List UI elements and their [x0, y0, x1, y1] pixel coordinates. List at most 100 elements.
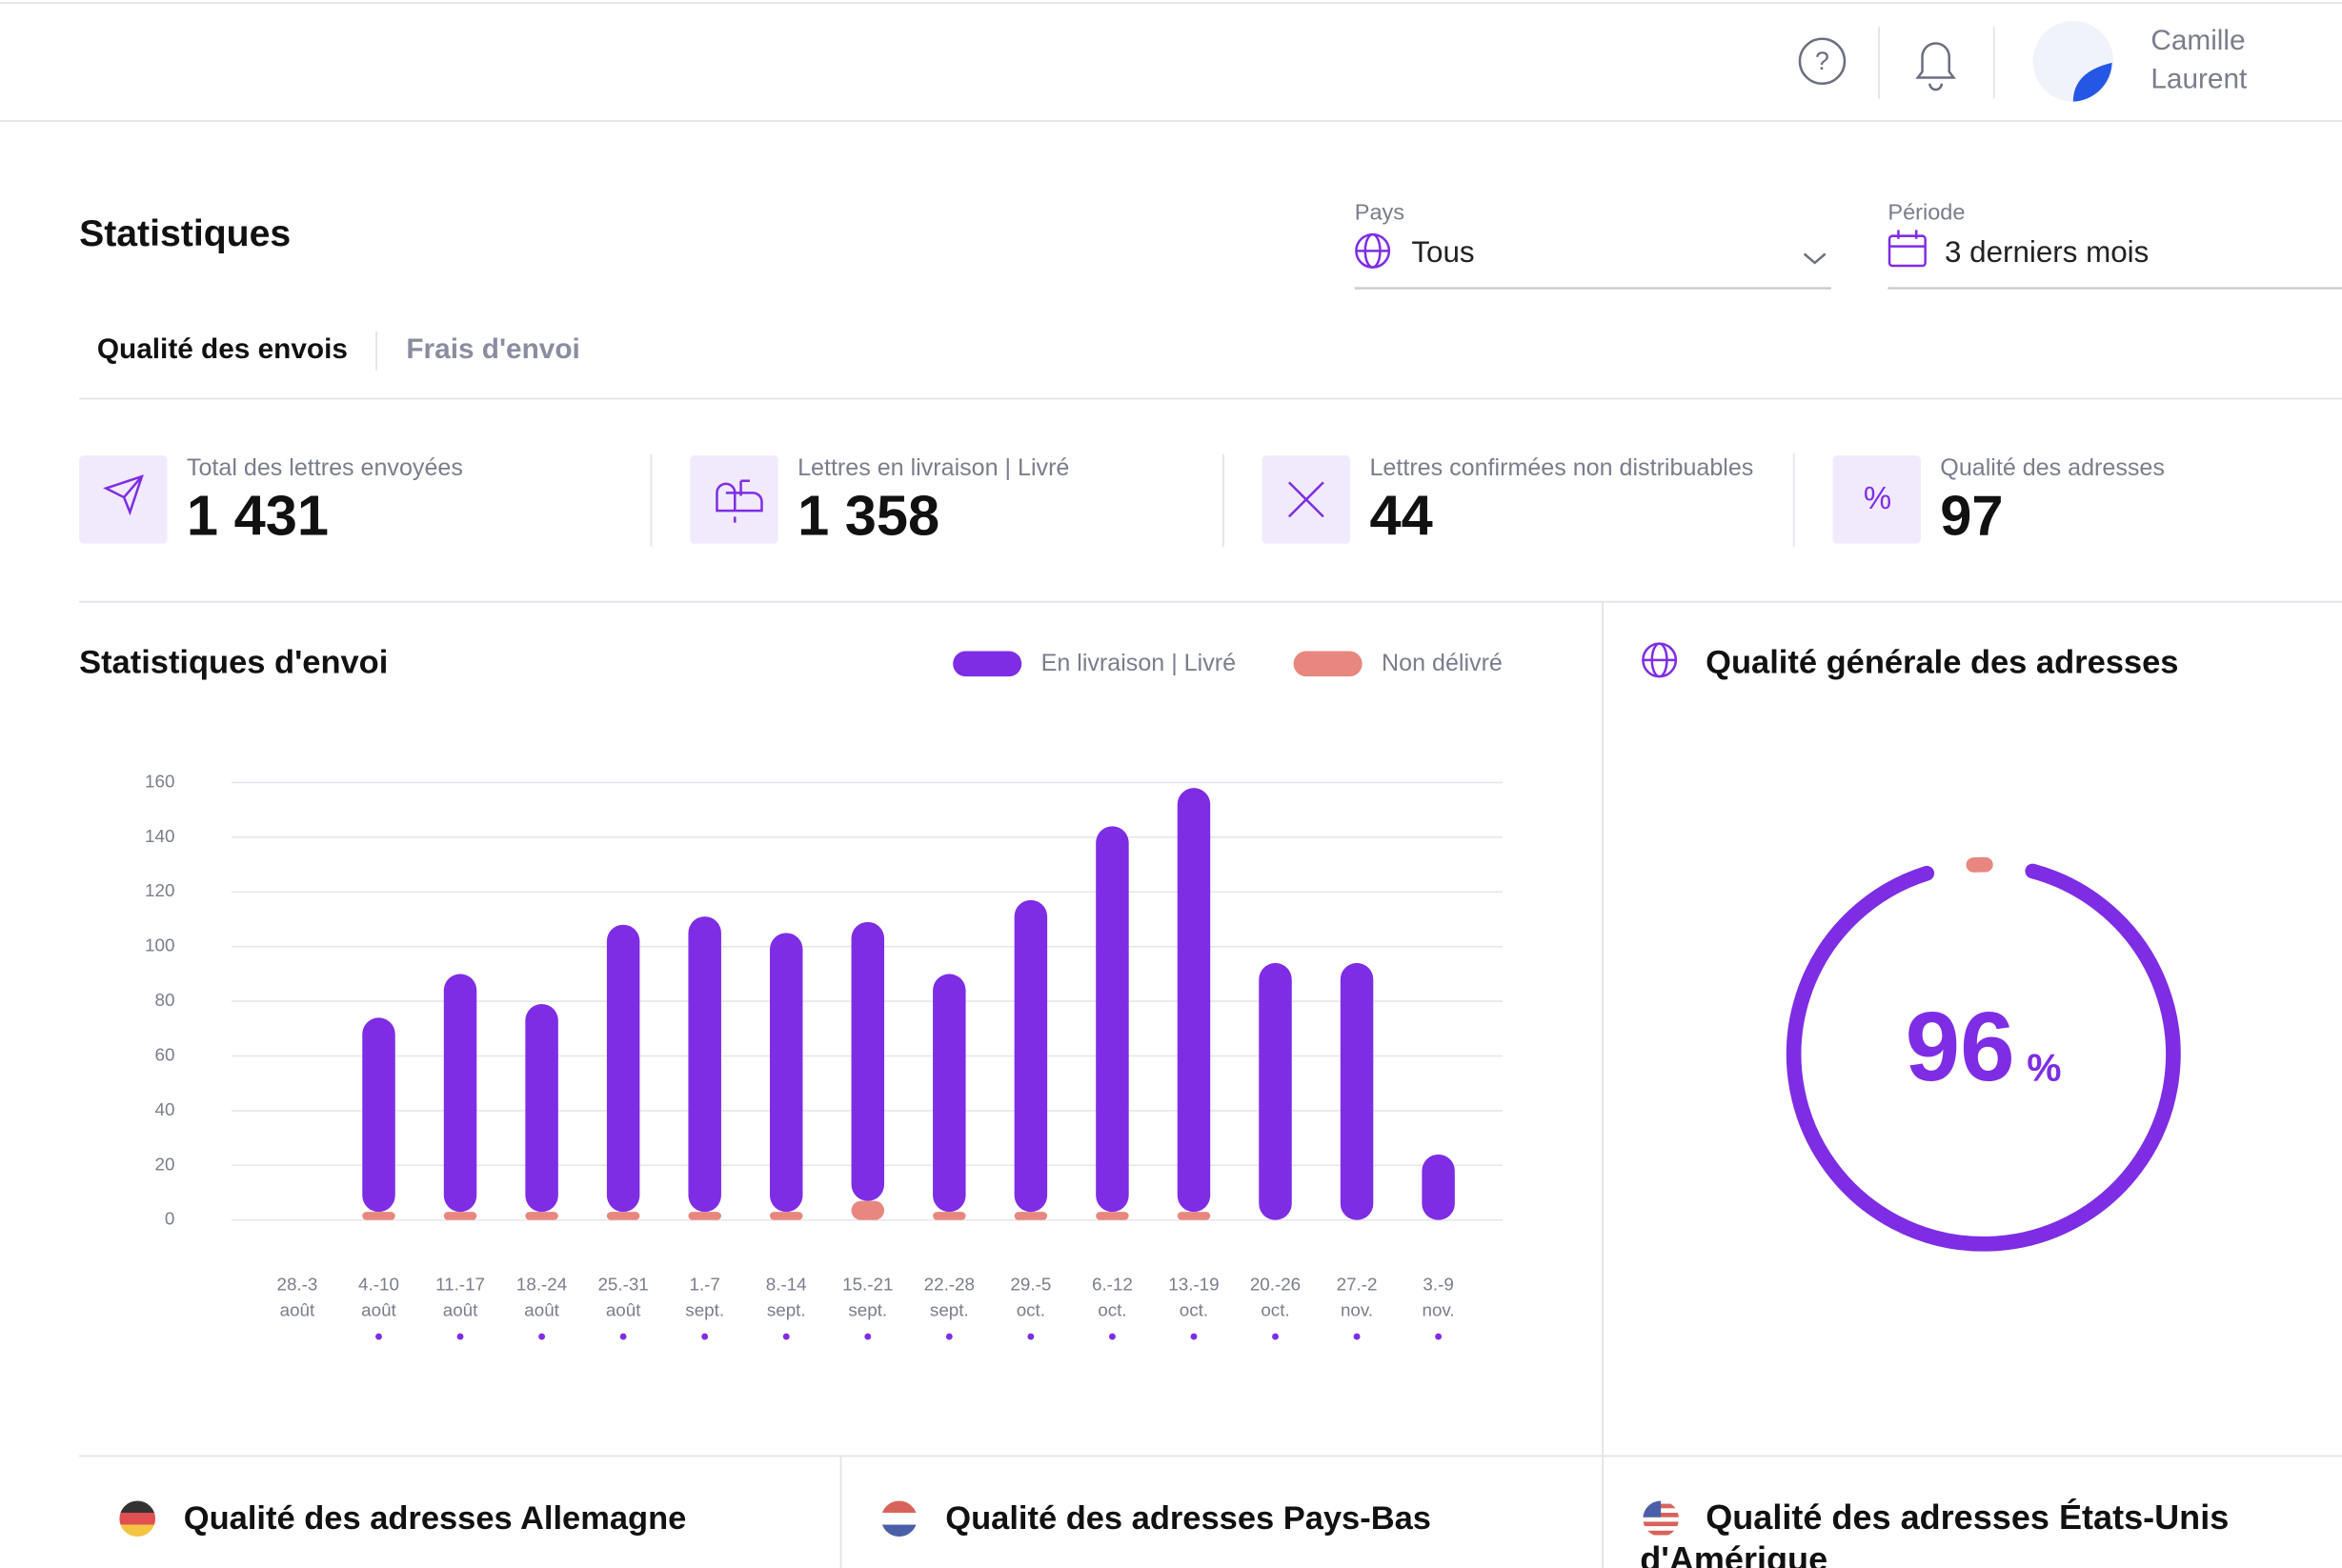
card-title: Qualité des adresses Allemagne — [184, 1500, 686, 1537]
flag-nl — [880, 1500, 918, 1538]
tab[interactable]: Frais d'envoi — [406, 333, 579, 365]
x-dot — [375, 1333, 382, 1340]
help-icon[interactable]: ? — [1798, 37, 1847, 86]
y-tick-label: 160 — [145, 771, 174, 791]
bar — [769, 933, 803, 1213]
legend-label: En livraison | Livré — [1041, 650, 1236, 676]
kpi-label: Lettres confirmées non distribuables — [1369, 454, 1753, 481]
filter-value[interactable]: 3 derniers mois — [1945, 235, 2149, 269]
bar — [1096, 826, 1129, 1213]
bar — [362, 1212, 395, 1220]
kpi-icon-bg — [79, 455, 168, 544]
x-dot — [619, 1333, 627, 1340]
x-dot — [1108, 1333, 1116, 1340]
chart-title: Qualité générale des adresses — [1706, 645, 2178, 681]
y-tick-label: 40 — [154, 1099, 174, 1119]
x-tick-label: oct. — [1261, 1299, 1289, 1319]
y-tick-label: 120 — [145, 880, 174, 900]
bar — [443, 1212, 477, 1220]
kpi-label: Lettres en livraison | Livré — [797, 454, 1069, 481]
bar — [1014, 1212, 1048, 1220]
x-tick-label: 18.-24 — [516, 1275, 567, 1295]
kpi-value: 97 — [1940, 483, 2003, 547]
globe-icon — [1355, 232, 1391, 269]
send-icon — [103, 474, 144, 516]
kpi-value: 1 358 — [797, 483, 939, 547]
x-tick-label: 29.-5 — [1010, 1275, 1051, 1295]
cross-icon — [1287, 481, 1324, 518]
calendar-icon — [1888, 230, 1927, 268]
card-title: Qualité des adresses Pays-Bas — [945, 1500, 1431, 1537]
card-title-box: Qualité des adresses États-Unis d'Amériq… — [1640, 1498, 2230, 1568]
gauge-value: 96 — [1906, 991, 2015, 1101]
bar — [525, 1003, 558, 1213]
bar — [443, 974, 477, 1213]
x-dot — [1190, 1333, 1198, 1340]
x-dot — [782, 1333, 790, 1340]
y-tick-label: 60 — [154, 1044, 174, 1064]
x-tick-label: sept. — [767, 1299, 806, 1319]
user-first-name[interactable]: Camille — [2150, 25, 2245, 56]
y-tick-label: 20 — [154, 1154, 174, 1174]
x-tick-label: 28.-3 — [277, 1275, 318, 1295]
legend-label: Non délivré — [1382, 650, 1503, 676]
x-tick-label: 1.-7 — [689, 1275, 719, 1295]
percent-icon: % — [1864, 480, 1891, 515]
x-tick-label: 25.-31 — [597, 1275, 648, 1295]
x-tick-label: oct. — [1180, 1299, 1208, 1319]
x-tick-label: 3.-9 — [1423, 1275, 1453, 1295]
bar — [1014, 899, 1048, 1213]
svg-text:?: ? — [1815, 47, 1829, 75]
filter-label: Pays — [1355, 199, 1404, 224]
avatar[interactable] — [2032, 20, 2114, 102]
bar — [851, 921, 885, 1201]
x-tick-label: 15.-21 — [842, 1275, 893, 1295]
y-tick-label: 0 — [165, 1209, 174, 1229]
x-tick-label: 22.-28 — [924, 1275, 975, 1295]
y-tick-label: 100 — [145, 935, 174, 955]
bar — [362, 1017, 395, 1213]
mailbox-icon — [716, 479, 763, 523]
kpi-value: 44 — [1369, 483, 1432, 547]
x-tick-label: sept. — [685, 1299, 724, 1319]
bar — [1096, 1212, 1129, 1220]
x-dot — [945, 1333, 953, 1340]
legend-swatch — [1293, 651, 1363, 677]
bar — [769, 1212, 803, 1220]
kpi-value: 1 431 — [187, 483, 329, 547]
kpi-label: Qualité des adresses — [1940, 454, 2165, 481]
bar — [1340, 962, 1374, 1220]
bar — [688, 1212, 721, 1220]
bar — [525, 1212, 558, 1220]
bar — [606, 924, 640, 1213]
x-dot — [1435, 1333, 1443, 1340]
dropdown-arrow[interactable] — [1803, 252, 1827, 265]
x-dot — [864, 1333, 872, 1340]
bar — [1259, 962, 1292, 1220]
x-tick-label: août — [606, 1299, 641, 1319]
x-tick-label: août — [280, 1299, 315, 1319]
bar — [1422, 1154, 1455, 1220]
page-title: Statistiques — [79, 213, 291, 254]
x-tick-label: nov. — [1341, 1299, 1373, 1319]
card-title: Qualité des adresses États-Unis d'Amériq… — [1640, 1498, 2230, 1568]
bar — [1177, 788, 1211, 1213]
x-tick-label: sept. — [930, 1299, 969, 1319]
x-tick-label: oct. — [1098, 1299, 1126, 1319]
bell-icon[interactable] — [1915, 42, 1956, 91]
bar — [1177, 1212, 1211, 1220]
x-tick-label: 8.-14 — [766, 1275, 807, 1295]
globe-icon — [1642, 642, 1678, 678]
user-last-name[interactable]: Laurent — [2150, 64, 2248, 95]
x-tick-label: 11.-17 — [435, 1275, 485, 1295]
x-tick-label: août — [361, 1299, 396, 1319]
bar — [933, 974, 966, 1213]
kpi-icon-bg — [1832, 455, 1921, 544]
filter-value[interactable]: Tous — [1411, 235, 1474, 269]
tab-active[interactable]: Qualité des envois — [97, 333, 348, 365]
x-tick-label: 13.-19 — [1168, 1275, 1219, 1295]
x-dot — [456, 1333, 464, 1340]
y-tick-label: 140 — [145, 826, 174, 846]
